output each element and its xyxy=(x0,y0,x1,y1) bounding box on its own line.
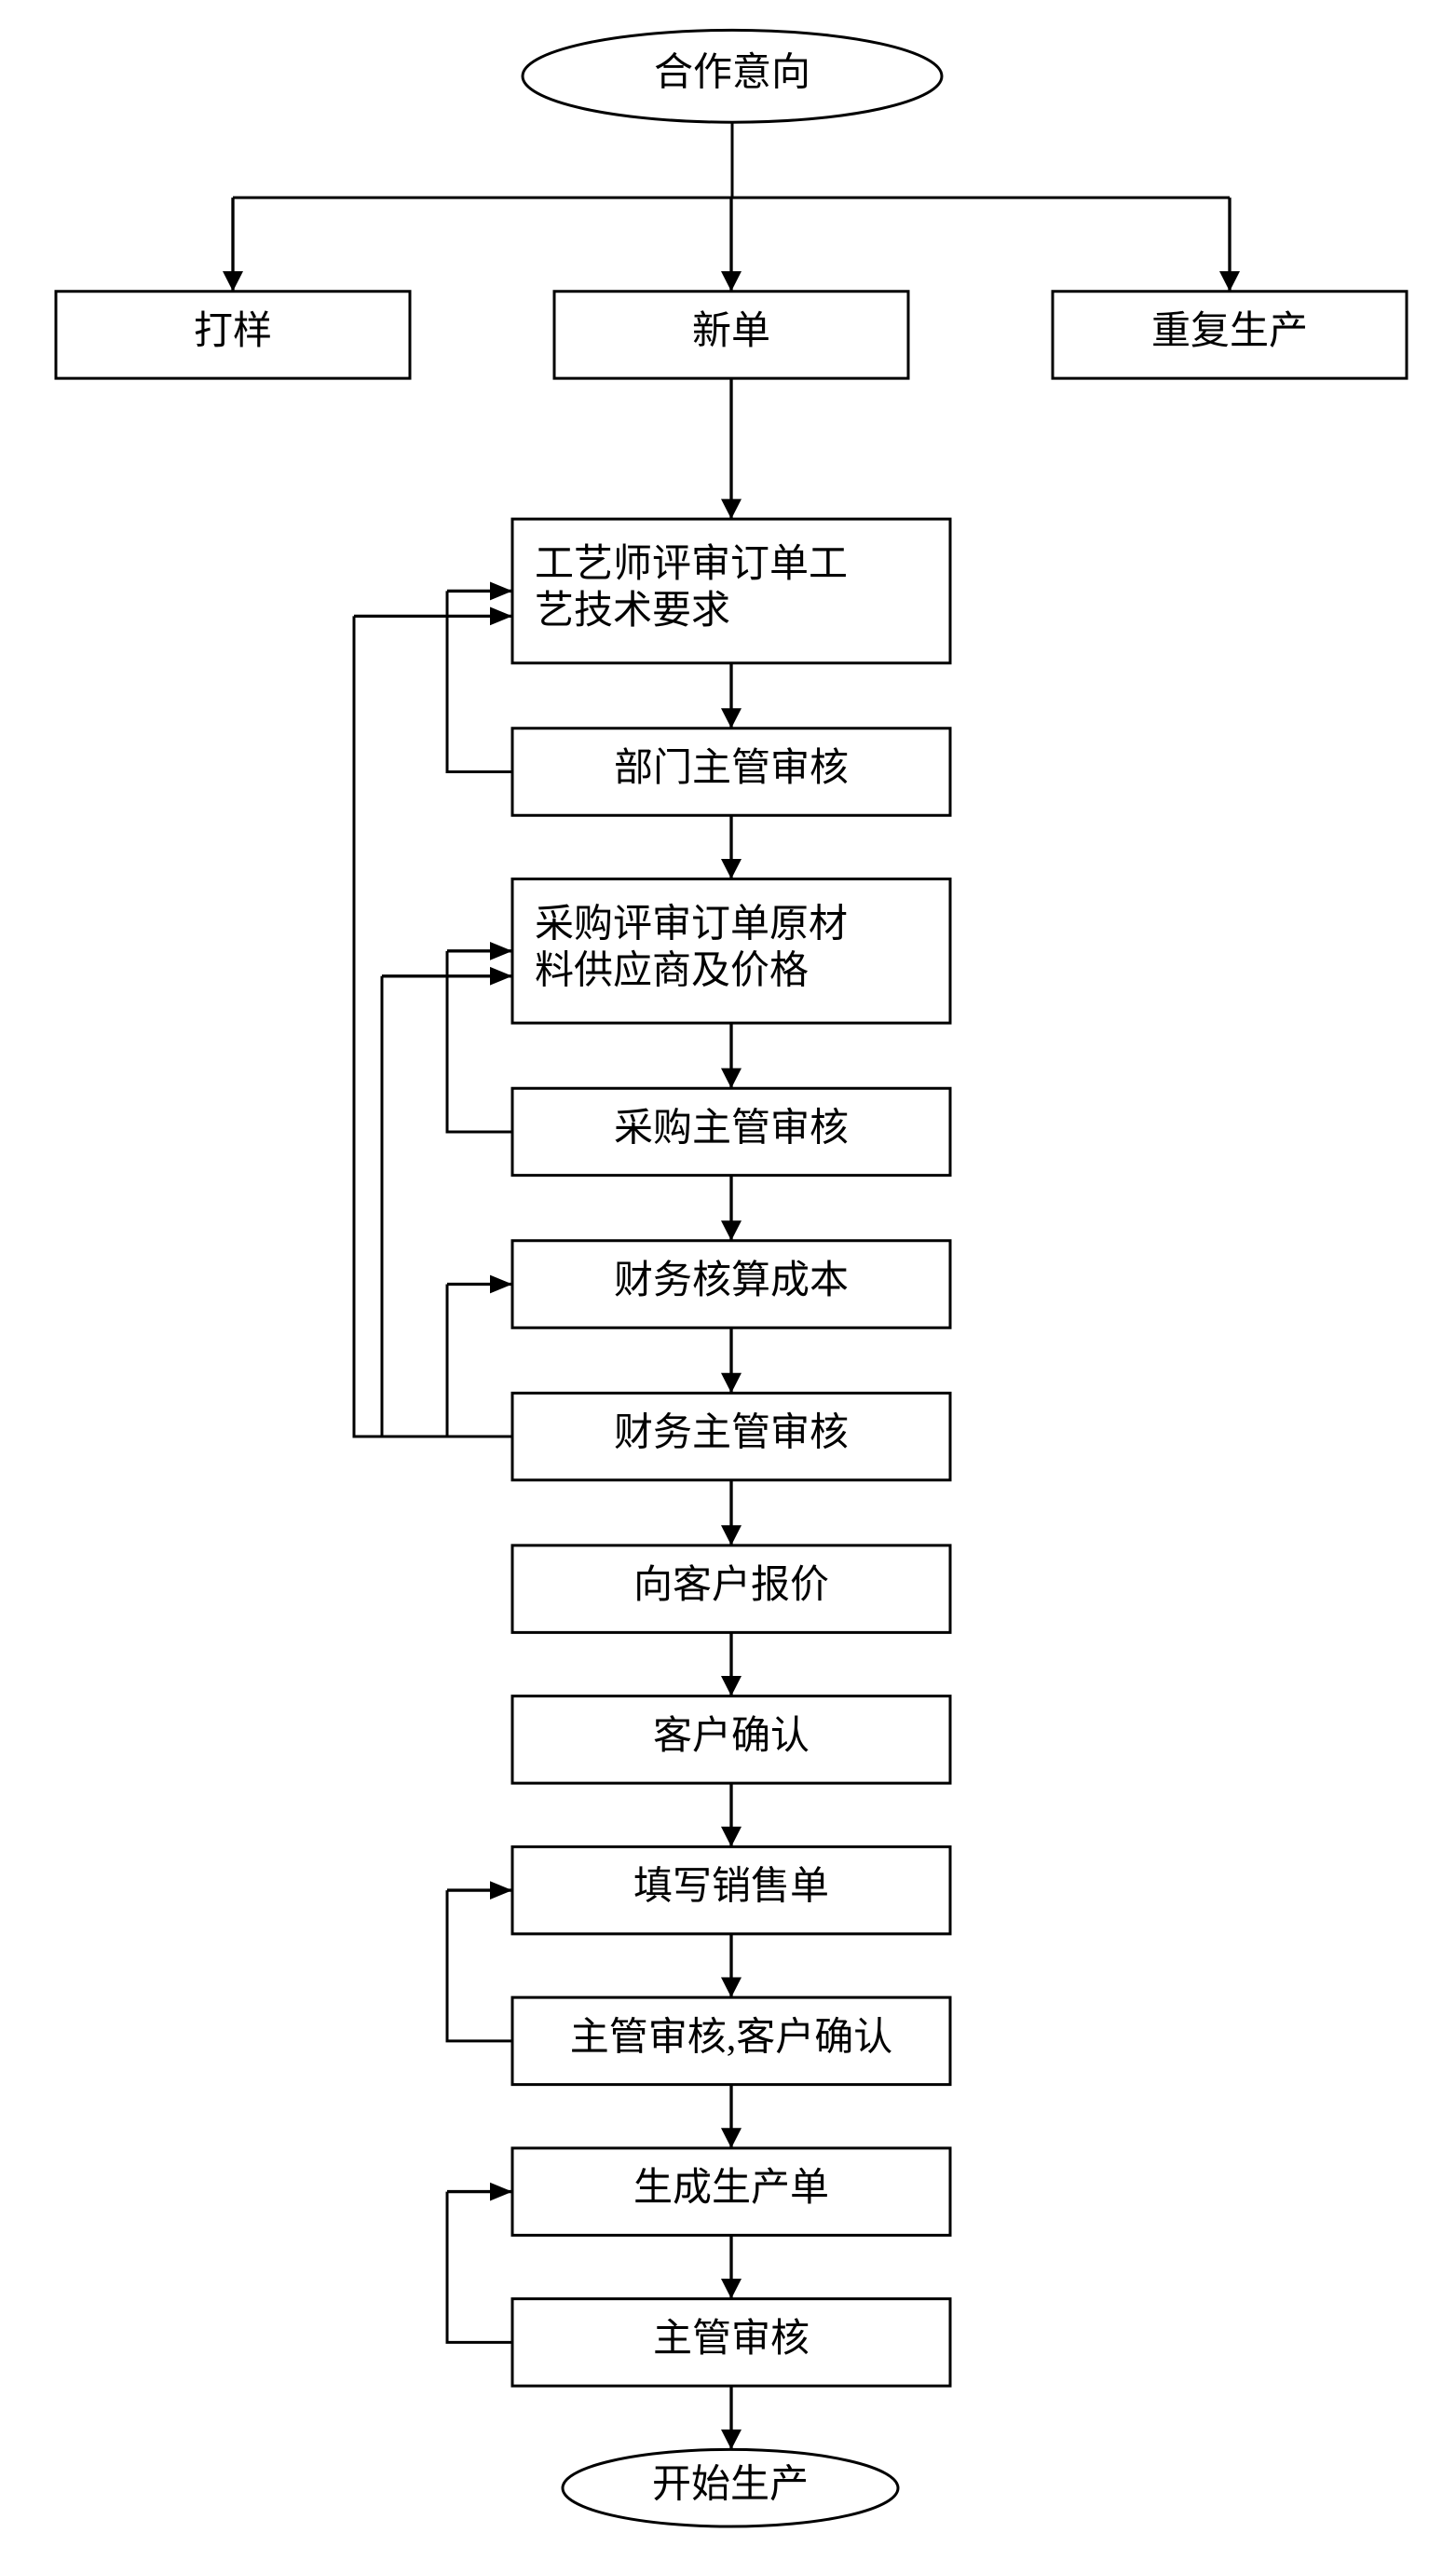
node-start: 合作意向 xyxy=(523,30,942,122)
node-n7: 向客户报价 xyxy=(512,1546,950,1632)
node-n8-label: 客户确认 xyxy=(653,1714,810,1758)
node-n8: 客户确认 xyxy=(512,1696,950,1783)
node-n11-label: 生成生产单 xyxy=(633,2167,829,2210)
node-opt3: 重复生产 xyxy=(1053,292,1407,378)
node-end-label: 开始生产 xyxy=(652,2463,809,2506)
node-n12: 主管审核 xyxy=(512,2299,950,2386)
node-opt1-label: 打样 xyxy=(194,310,272,353)
node-n1-label: 工艺师评审订单工 xyxy=(535,542,848,586)
node-n3-label: 料供应商及价格 xyxy=(535,949,809,993)
node-opt2-label: 新单 xyxy=(692,310,770,353)
node-n5-label: 财务核算成本 xyxy=(614,1260,849,1302)
node-n4: 采购主管审核 xyxy=(512,1088,950,1175)
node-n7-label: 向客户报价 xyxy=(633,1563,829,1607)
flowchart-root: 合作意向打样 新单 重复生产工艺师评审订单工艺技术要求部门主管审核采购评审订单原材料… xyxy=(0,0,1456,2560)
node-n6: 财务主管审核 xyxy=(512,1393,950,1479)
node-n10: 主管审核,客户确认 xyxy=(512,1997,950,2084)
node-n9-label: 填写销售单 xyxy=(633,1866,829,1909)
node-n3-label: 采购评审订单原材 xyxy=(535,902,848,946)
node-n5: 财务核算成本 xyxy=(512,1241,950,1328)
node-opt2: 新单 xyxy=(554,292,908,378)
node-opt1: 打样 xyxy=(56,292,410,378)
node-start-label: 合作意向 xyxy=(654,50,810,94)
node-n10-label: 主管审核,客户确认 xyxy=(570,2015,893,2059)
node-opt3-label: 重复生产 xyxy=(1151,310,1308,353)
node-n1-label: 艺技术要求 xyxy=(535,590,730,633)
node-n3: 采购评审订单原材料供应商及价格 xyxy=(512,879,950,1024)
node-n2-label: 部门主管审核 xyxy=(614,746,849,790)
node-n11: 生成生产单 xyxy=(512,2148,950,2235)
node-n12-label: 主管审核 xyxy=(653,2317,810,2361)
node-n1: 工艺师评审订单工艺技术要求 xyxy=(512,519,950,663)
node-n6-label: 财务主管审核 xyxy=(614,1411,849,1455)
node-n2: 部门主管审核 xyxy=(512,729,950,815)
node-n4-label: 采购主管审核 xyxy=(614,1107,849,1151)
node-end: 开始生产 xyxy=(563,2449,898,2526)
node-n9: 填写销售单 xyxy=(512,1846,950,1933)
